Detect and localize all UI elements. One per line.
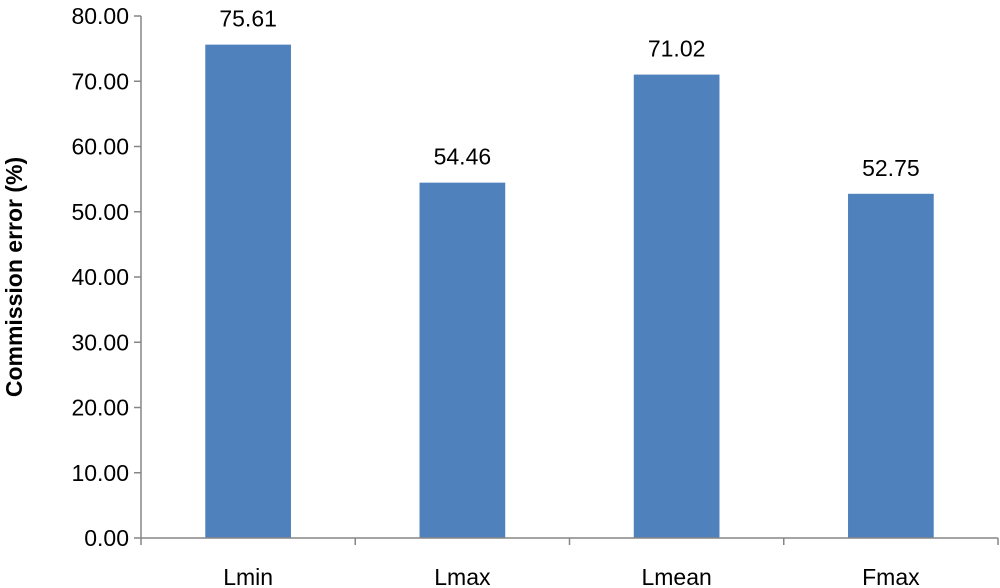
y-tick-label: 40.00	[71, 264, 129, 290]
y-tick-label: 60.00	[71, 134, 129, 160]
y-tick-label: 20.00	[71, 395, 129, 421]
bar	[633, 74, 720, 539]
data-label: 71.02	[648, 36, 706, 62]
x-tick-label: Lmean	[641, 564, 711, 588]
data-labels: 75.61 54.46 71.02 52.75	[219, 6, 919, 181]
y-tick-label: 80.00	[71, 3, 129, 29]
data-label: 52.75	[862, 155, 920, 181]
y-tick-label: 30.00	[71, 329, 129, 355]
x-tick-label: Lmax	[434, 564, 491, 588]
y-tick-label: 70.00	[71, 68, 129, 94]
data-label: 54.46	[434, 144, 492, 170]
x-tick-label: Fmax	[862, 564, 920, 588]
y-tick-label: 10.00	[71, 460, 129, 486]
y-axis: 0.00 10.00 20.00 30.00 40.00 50.00 60.00 70.00 8…	[71, 3, 142, 551]
bar	[419, 182, 506, 538]
bar	[205, 44, 291, 539]
y-tick-label: 0.00	[84, 525, 129, 551]
x-axis: Lmin Lmax Lmean Fmax	[140, 537, 999, 588]
y-axis-title: Commission error (%)	[1, 157, 27, 397]
data-label: 75.61	[219, 6, 277, 32]
bars	[205, 44, 934, 539]
y-axis-title-group: Commission error (%)	[1, 157, 27, 397]
bar	[848, 193, 934, 538]
y-tick-label: 50.00	[71, 199, 129, 225]
x-tick-label: Lmin	[223, 564, 273, 588]
